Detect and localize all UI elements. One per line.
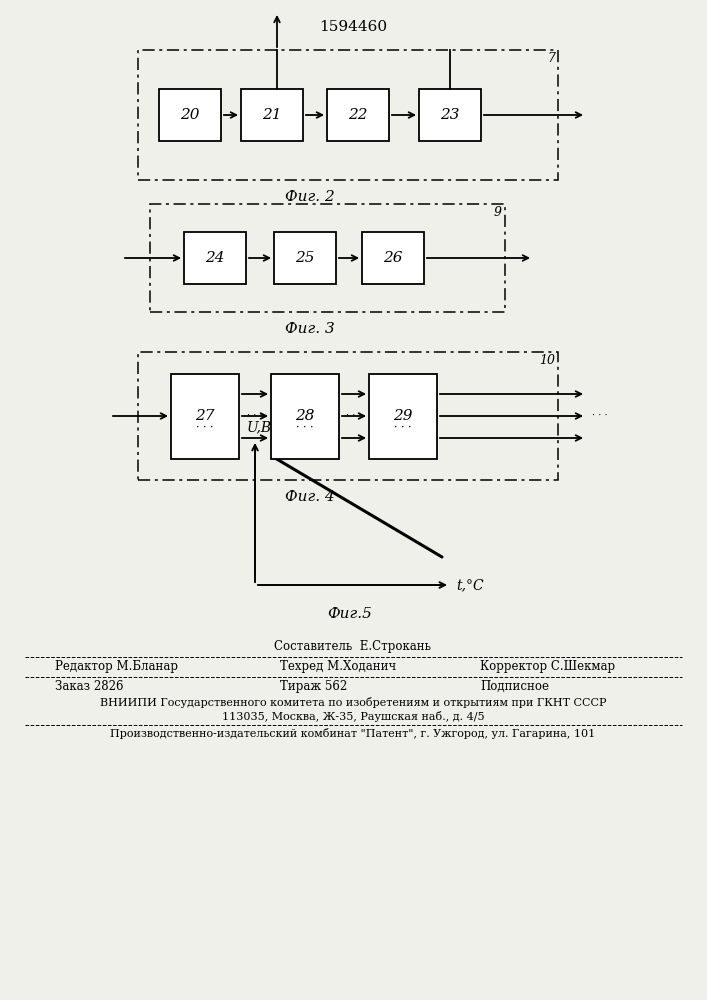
- Text: t,°C: t,°C: [456, 578, 484, 592]
- Text: 21: 21: [262, 108, 282, 122]
- Text: · · ·: · · ·: [346, 412, 362, 420]
- Text: Фиг.5: Фиг.5: [327, 607, 373, 621]
- Text: Редактор М.Бланар: Редактор М.Бланар: [55, 660, 178, 673]
- Text: 26: 26: [383, 251, 403, 265]
- Text: · · ·: · · ·: [197, 423, 214, 433]
- Text: Производственно-издательский комбинат "Патент", г. Ужгород, ул. Гагарина, 101: Производственно-издательский комбинат "П…: [110, 728, 595, 739]
- Text: 9: 9: [494, 206, 502, 219]
- Text: 29: 29: [393, 409, 413, 423]
- Text: 28: 28: [296, 409, 315, 423]
- Text: 22: 22: [349, 108, 368, 122]
- Text: 1594460: 1594460: [319, 20, 387, 34]
- Text: · · ·: · · ·: [296, 423, 314, 433]
- Text: Техред М.Ходанич: Техред М.Ходанич: [280, 660, 396, 673]
- Bar: [271, 373, 339, 458]
- Text: Подписное: Подписное: [480, 680, 549, 693]
- Text: 20: 20: [180, 108, 200, 122]
- Bar: [138, 50, 558, 180]
- Text: Корректор С.Шекмар: Корректор С.Шекмар: [480, 660, 615, 673]
- Text: 7: 7: [547, 52, 555, 65]
- Text: · · ·: · · ·: [592, 412, 608, 420]
- Bar: [171, 373, 239, 458]
- Bar: [274, 232, 336, 284]
- Text: 24: 24: [205, 251, 225, 265]
- Text: Составитель  Е.Строкань: Составитель Е.Строкань: [274, 640, 431, 653]
- Text: U,B: U,B: [247, 420, 271, 434]
- Text: 25: 25: [296, 251, 315, 265]
- Text: Тираж 562: Тираж 562: [280, 680, 347, 693]
- Text: 10: 10: [539, 354, 555, 367]
- Text: Фиг. 3: Фиг. 3: [285, 322, 335, 336]
- Text: · · ·: · · ·: [247, 412, 263, 420]
- Bar: [419, 89, 481, 141]
- Text: 23: 23: [440, 108, 460, 122]
- Bar: [184, 232, 246, 284]
- Text: Заказ 2826: Заказ 2826: [55, 680, 124, 693]
- Text: · · ·: · · ·: [395, 423, 411, 433]
- Bar: [369, 373, 437, 458]
- Bar: [327, 89, 389, 141]
- Bar: [138, 352, 558, 480]
- Text: ВНИИПИ Государственного комитета по изобретениям и открытиям при ГКНТ СССР: ВНИИПИ Государственного комитета по изоб…: [100, 697, 606, 708]
- Text: Фиг. 4: Фиг. 4: [285, 490, 335, 504]
- Text: 27: 27: [195, 409, 215, 423]
- Text: 113035, Москва, Ж-35, Раушская наб., д. 4/5: 113035, Москва, Ж-35, Раушская наб., д. …: [222, 711, 484, 722]
- Bar: [241, 89, 303, 141]
- Bar: [150, 204, 505, 312]
- Text: Фиг. 2: Фиг. 2: [285, 190, 335, 204]
- Bar: [159, 89, 221, 141]
- Bar: [362, 232, 424, 284]
